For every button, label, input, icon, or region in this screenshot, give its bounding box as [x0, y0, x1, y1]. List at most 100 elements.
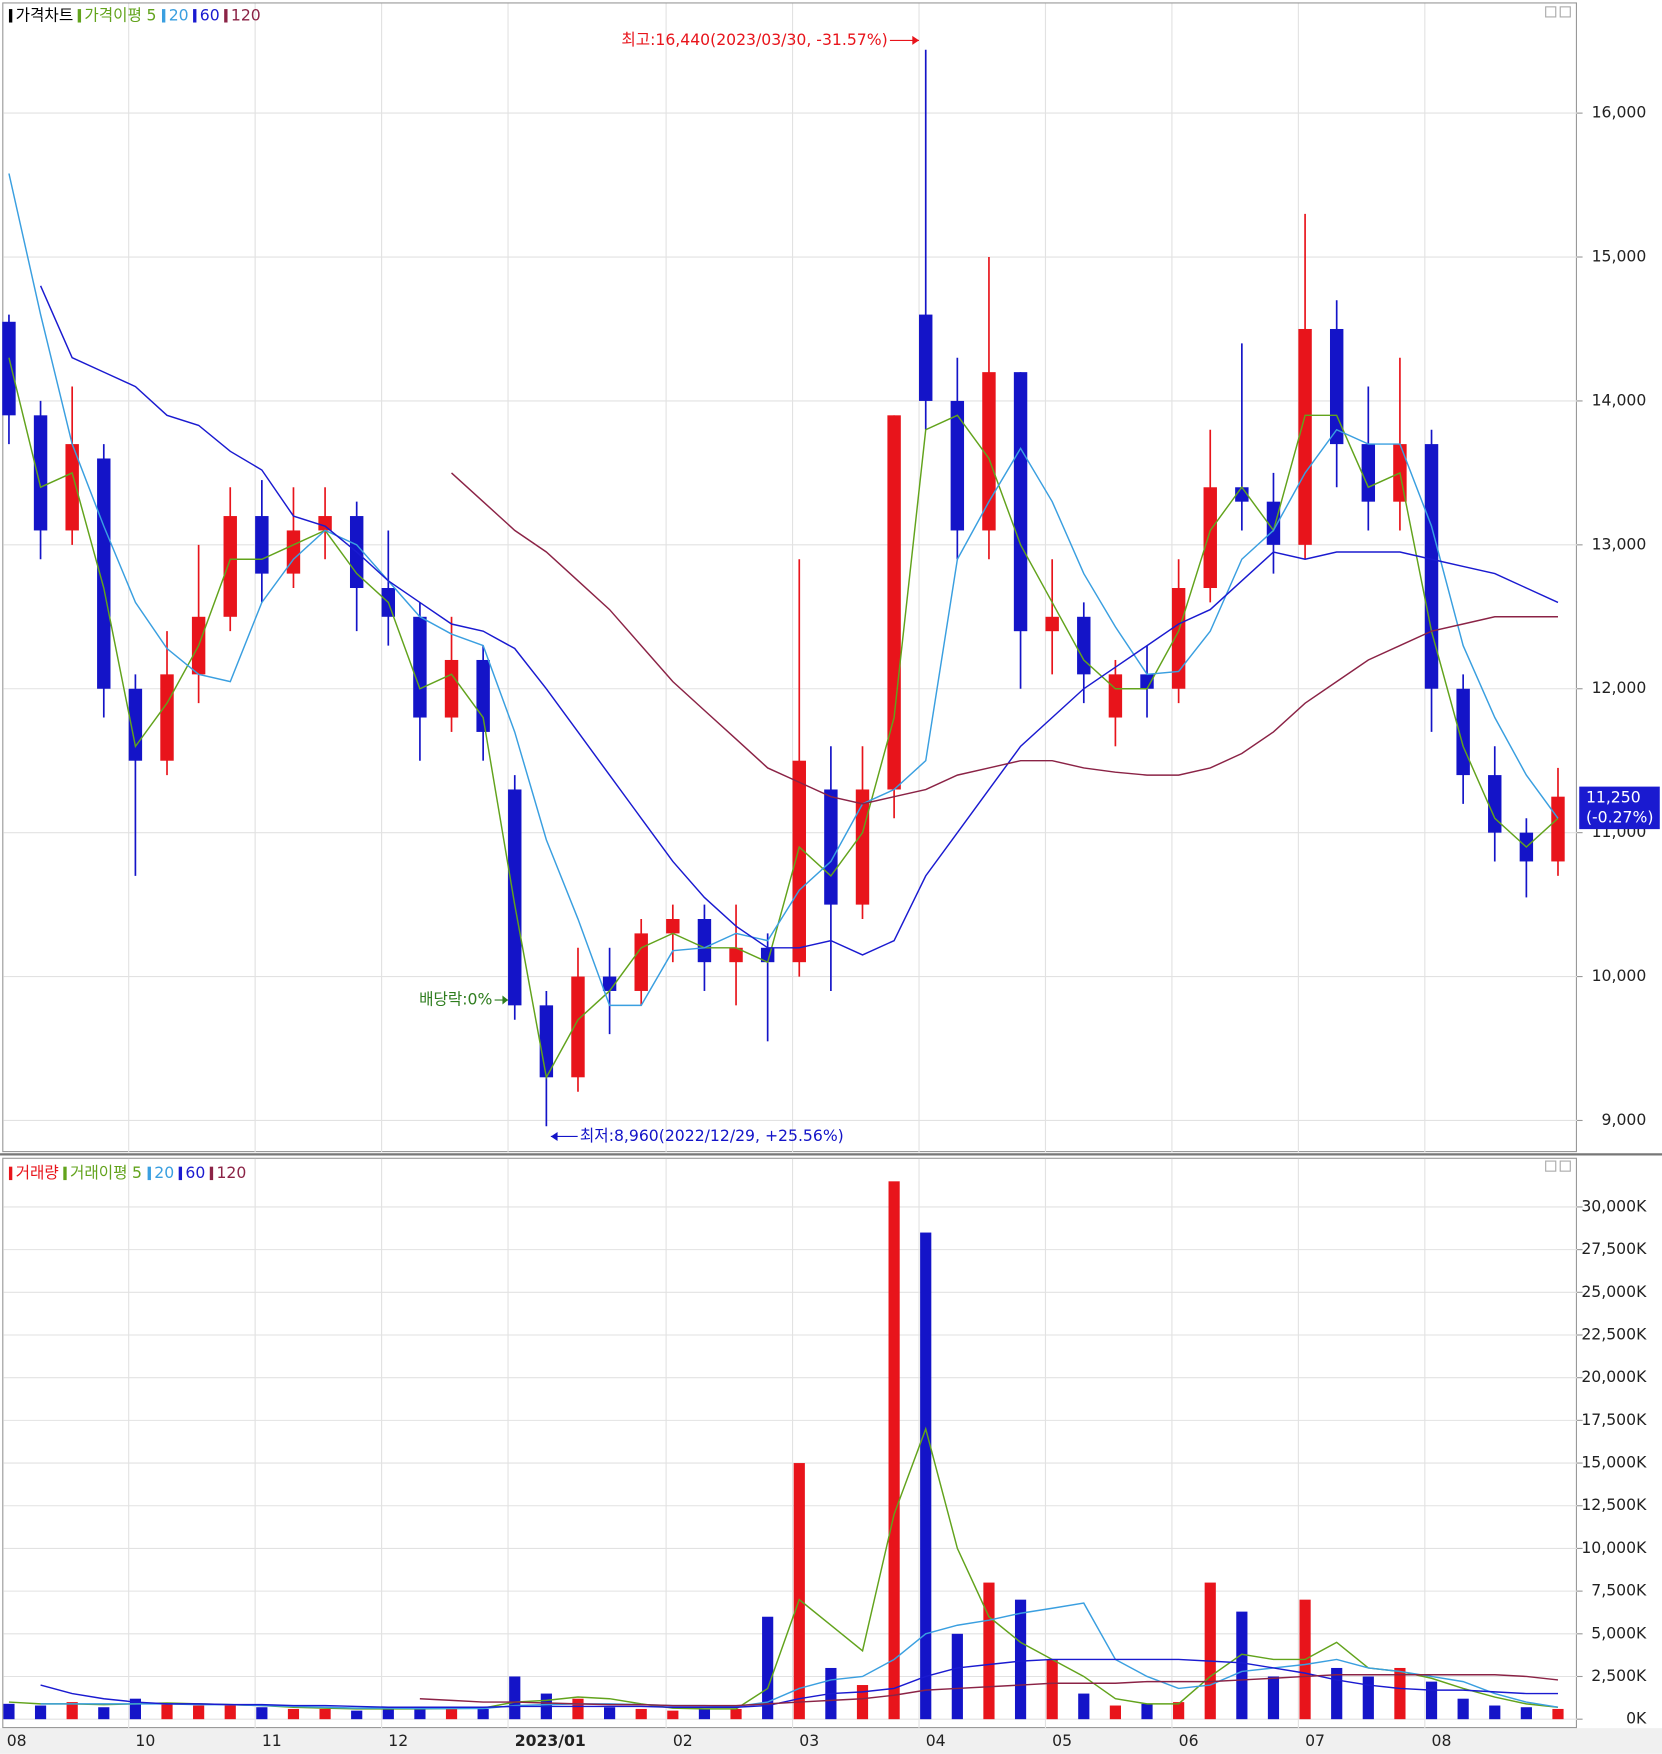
candle-body [255, 516, 269, 574]
volume-bar [1394, 1667, 1406, 1720]
last-price: 11,250 [1586, 787, 1641, 806]
legend-swatch [147, 1166, 151, 1181]
x-tick-label: 03 [799, 1731, 819, 1750]
legend-entry: 60 [185, 1163, 205, 1182]
y-tick-label: 13,000 [1592, 534, 1647, 553]
y-tick-label: 5,000K [1591, 1623, 1647, 1642]
y-tick-label: 10,000K [1581, 1538, 1647, 1557]
x-tick-label: 11 [262, 1731, 282, 1750]
candle-body [982, 372, 996, 531]
legend-swatch [178, 1166, 183, 1181]
legend-title: 가격차트 [16, 5, 74, 24]
candle-body [697, 919, 712, 963]
pane-button[interactable] [1545, 1160, 1557, 1172]
volume-bar [1331, 1667, 1343, 1720]
moving-average-line [40, 1658, 1558, 1708]
candle-body [539, 1005, 554, 1078]
volume-bar [1078, 1693, 1090, 1720]
candle-body [919, 314, 933, 401]
volume-bar [224, 1705, 236, 1720]
volume-bar [730, 1708, 742, 1720]
x-tick-label: 10 [135, 1731, 155, 1750]
pane-button[interactable] [1559, 6, 1571, 18]
volume-bar [1425, 1681, 1438, 1720]
x-tick-label: 05 [1052, 1731, 1072, 1750]
volume-bar [1362, 1676, 1374, 1720]
candle-body [792, 760, 806, 963]
legend-entry: 20 [169, 5, 189, 24]
legend-title: 거래량 [16, 1163, 59, 1182]
volume-bar [1520, 1707, 1532, 1720]
last-price-box [1579, 786, 1660, 830]
y-tick-label: 15,000K [1581, 1453, 1647, 1472]
candle-body [634, 933, 648, 991]
candle-body [729, 947, 743, 963]
legend-entry: 20 [154, 1163, 174, 1182]
pane-button[interactable] [1545, 6, 1557, 18]
candle-body [33, 415, 48, 531]
volume-bar [256, 1707, 268, 1720]
y-tick-label: 12,000 [1592, 678, 1647, 697]
legend-entry: 5 [146, 5, 156, 24]
volume-bar [1014, 1599, 1027, 1720]
y-tick-label: 16,000 [1592, 103, 1647, 122]
volume-bar [382, 1708, 394, 1720]
moving-average-line [451, 472, 1558, 805]
volume-pane [2, 1157, 1577, 1729]
volume-bar [951, 1633, 963, 1720]
candle-body [65, 444, 79, 531]
candle-body [1108, 674, 1123, 718]
y-tick-label: 30,000K [1581, 1196, 1647, 1215]
y-tick-label: 15,000 [1592, 247, 1647, 266]
candle-body [824, 789, 838, 905]
candle-body [950, 400, 965, 531]
candle-body [1424, 444, 1439, 689]
legend-title: 거래이평 [70, 1163, 128, 1182]
candle-body [286, 530, 301, 574]
candle-body [1140, 674, 1154, 689]
volume-bar [1046, 1659, 1058, 1720]
candle-body [855, 789, 870, 905]
legend-entry: 5 [132, 1163, 142, 1182]
moving-average-line [8, 173, 1559, 1007]
legend-title: 가격이평 [84, 5, 142, 24]
legend-swatch [8, 9, 13, 23]
last-change: (-0.27%) [1586, 807, 1654, 826]
volume-bar [793, 1463, 805, 1720]
annotation-arrowhead [550, 1132, 558, 1141]
volume-bar [414, 1707, 426, 1720]
volume-bar [856, 1685, 869, 1720]
legend-entry: 120 [216, 1163, 246, 1182]
candle-body [571, 976, 585, 1078]
volume-bar [1489, 1705, 1501, 1720]
volume-bar [98, 1707, 110, 1720]
candle-body [887, 415, 901, 790]
volume-bar [193, 1705, 205, 1720]
x-tick-label: 2023/01 [515, 1731, 586, 1750]
volume-bar [635, 1708, 647, 1720]
candle-body [223, 516, 237, 617]
volume-bar [667, 1710, 679, 1720]
volume-bar [1109, 1705, 1121, 1720]
y-tick-label: 9,000 [1602, 1110, 1647, 1129]
x-axis-band [0, 1728, 1662, 1754]
legend-swatch [209, 1166, 214, 1181]
candle-body [1551, 796, 1565, 862]
y-tick-label: 10,000 [1592, 966, 1647, 985]
y-tick-label: 20,000K [1581, 1367, 1647, 1386]
legend-swatch [193, 9, 197, 23]
annotation-dividend: 배당락:0% [419, 990, 492, 1009]
candle-body [160, 674, 174, 761]
legend-swatch [161, 9, 166, 23]
legend-swatch [77, 9, 82, 23]
y-tick-label: 14,000 [1592, 390, 1647, 409]
candle-body [1171, 588, 1186, 689]
y-tick-label: 2,500K [1591, 1666, 1647, 1685]
volume-bar [983, 1582, 995, 1720]
volume-bar [34, 1705, 47, 1720]
candle-body [413, 616, 427, 718]
volume-bar [604, 1707, 616, 1720]
y-tick-label: 17,500K [1581, 1410, 1647, 1429]
pane-button[interactable] [1559, 1160, 1571, 1172]
